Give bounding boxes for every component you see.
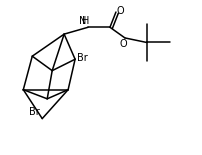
Text: O: O [119,39,127,49]
Text: N: N [79,16,87,26]
Text: Br: Br [77,53,88,63]
Text: Br: Br [29,107,40,117]
Text: H: H [82,16,90,26]
Text: O: O [117,6,124,16]
